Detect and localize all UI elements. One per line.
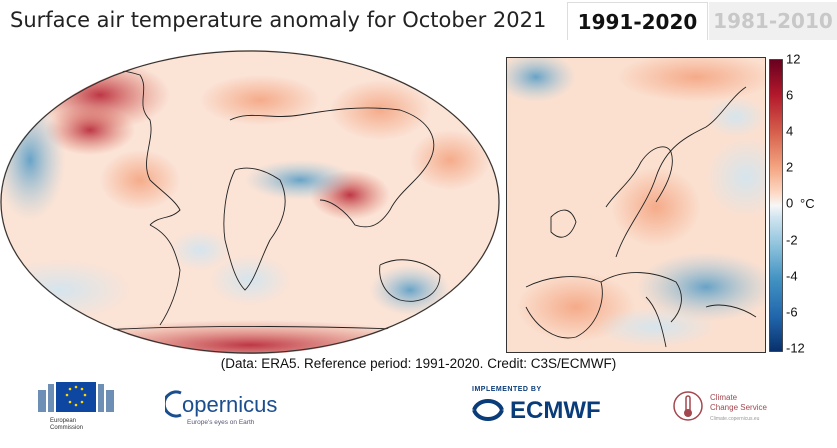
eu-label-line1: European <box>50 418 77 424</box>
copernicus-c-icon <box>165 390 182 418</box>
colorbar-tick: 6 <box>786 87 794 103</box>
colorbar-tick: -12 <box>786 340 805 356</box>
colorbar <box>769 59 783 352</box>
eu-flag-icon <box>38 382 114 412</box>
global-anomaly-map <box>0 50 500 354</box>
credits-line: (Data: ERA5. Reference period: 1991-2020… <box>220 356 617 371</box>
colorbar-tick: -6 <box>786 304 798 320</box>
c3s-line1: Climate <box>710 393 738 402</box>
thermometer-icon <box>673 391 703 421</box>
eu-commission-logo: European Commission <box>36 378 126 431</box>
tab-1991-2020[interactable]: 1991-2020 <box>567 2 708 40</box>
eu-label-line2: Commission <box>50 425 84 431</box>
europe-anomaly-map <box>506 57 766 353</box>
colorbar-labels: 12 6 4 2 0 -2 -4 -6 -12 <box>786 51 826 356</box>
colorbar-tick: 2 <box>786 159 794 175</box>
page-title: Surface air temperature anomaly for Octo… <box>10 8 547 32</box>
tab-1981-2010[interactable]: 1981-2010 <box>709 2 837 40</box>
colorbar-tick: 12 <box>786 51 801 67</box>
copernicus-wordmark: opernicus <box>182 392 278 417</box>
colorbar-tick: 4 <box>786 123 794 139</box>
colorbar-unit: °C <box>800 196 815 211</box>
ecmwf-swirl-icon <box>472 399 504 421</box>
colorbar-tick: -2 <box>786 232 798 248</box>
colorbar-tick: -4 <box>786 268 798 284</box>
ecmwf-wordmark: ECMWF <box>510 397 601 424</box>
c3s-logo: Climate Change Service Climate.copernicu… <box>672 390 792 430</box>
colorbar-tick: 0 <box>786 195 794 211</box>
c3s-url: Climate.copernicus.eu <box>710 416 760 422</box>
copernicus-tagline: Europe's eyes on Earth <box>187 419 255 426</box>
ecmwf-implemented-by: IMPLEMENTED BY <box>472 386 542 393</box>
ecmwf-logo: IMPLEMENTED BY ECMWF <box>470 386 630 426</box>
c3s-line2: Change Service <box>710 403 767 412</box>
copernicus-logo: opernicus Europe's eyes on Earth <box>165 389 285 429</box>
